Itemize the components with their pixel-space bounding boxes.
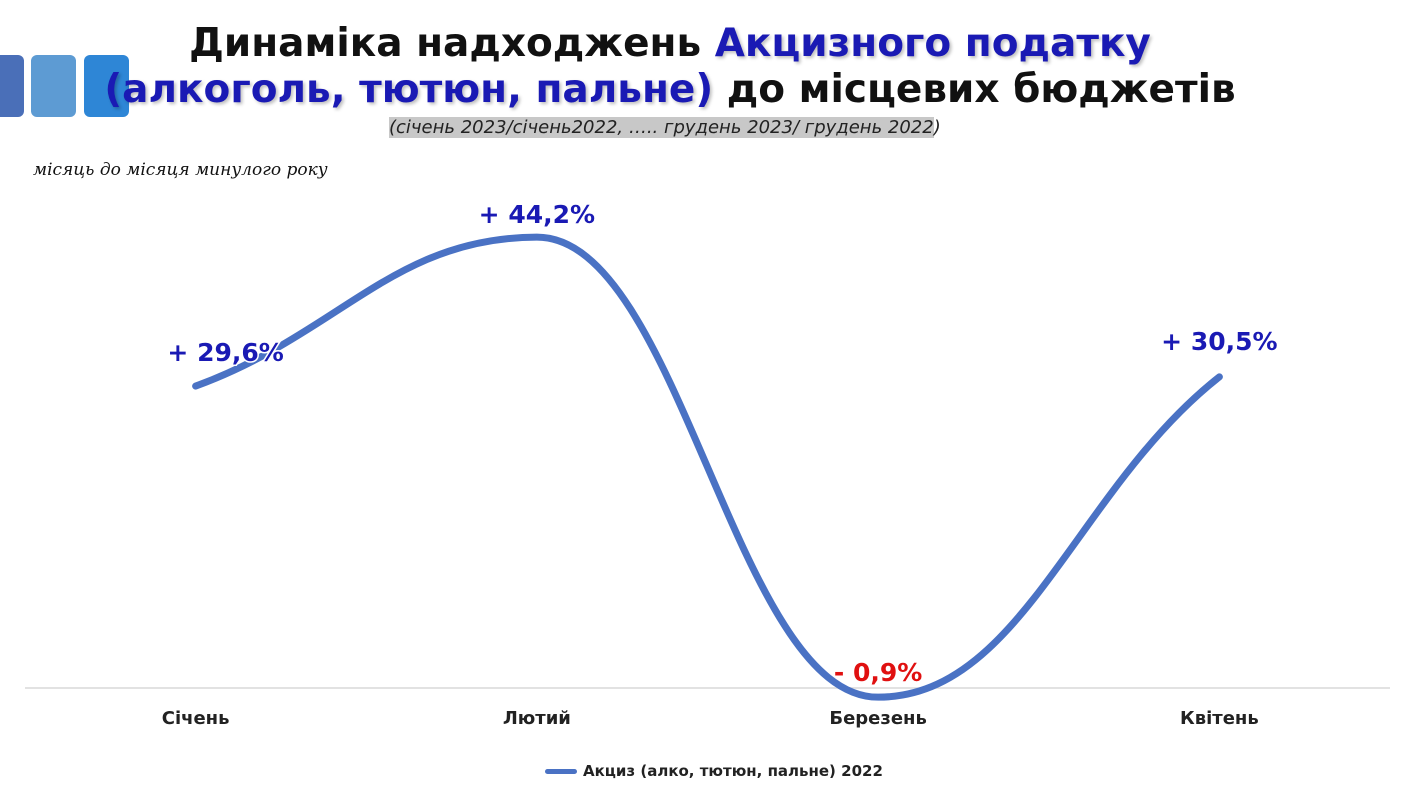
x-tick-label: Квітень — [1180, 708, 1259, 729]
series-line — [192, 233, 1223, 701]
title-part1-accent: Акцизного податку — [714, 21, 1151, 66]
data-label: + 44,2% — [479, 200, 595, 229]
decor-block-3 — [84, 55, 129, 117]
legend-label: Акциз (алко, тютюн, пальне) 2022 — [583, 762, 883, 780]
data-label: - 0,9% — [834, 658, 922, 687]
subtitle-tail: ) — [933, 117, 941, 138]
title-part1: Динаміка надходжень — [189, 21, 715, 66]
x-tick-label: Березень — [829, 708, 927, 729]
x-tick-label: Лютий — [503, 708, 571, 729]
x-tick-label: Січень — [162, 708, 230, 729]
data-label: + 29,6% — [167, 338, 283, 367]
legend: Акциз (алко, тютюн, пальне) 2022 — [545, 760, 883, 782]
decor-block-1 — [0, 55, 24, 117]
data-label: + 30,5% — [1161, 327, 1277, 356]
decor-block-2 — [31, 55, 76, 117]
title-part2: до місцевих бюджетів — [713, 67, 1236, 112]
chart-subtitle: (січень 2023/січень2022, ….. грудень 202… — [389, 116, 941, 140]
chart-note: місяць до місяця минулого року — [33, 160, 328, 180]
title-part2-accent: (алкоголь, тютюн, пальне) — [104, 67, 714, 112]
legend-swatch — [545, 768, 577, 774]
subtitle-highlighted: (січень 2023/січень2022, ….. грудень 202… — [389, 117, 934, 138]
